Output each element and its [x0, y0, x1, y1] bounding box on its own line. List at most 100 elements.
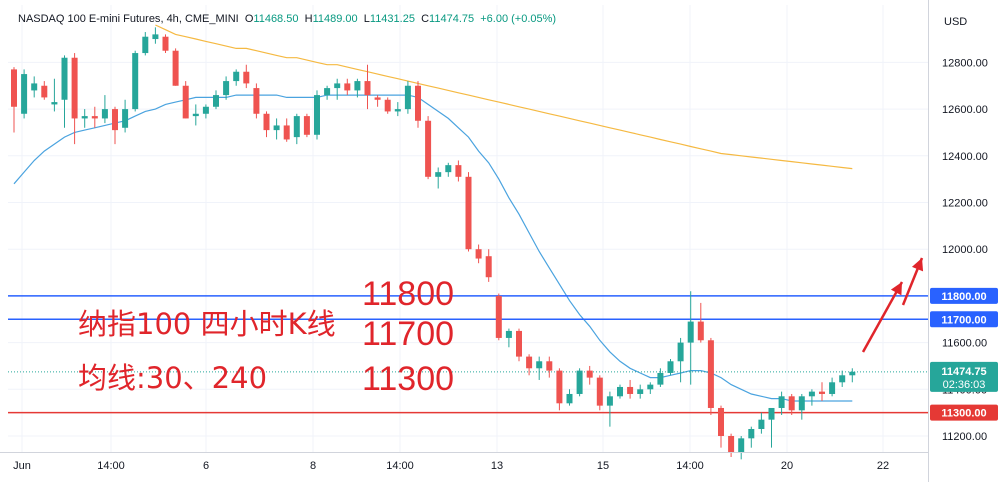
candle[interactable] [192, 104, 199, 126]
candle[interactable] [172, 48, 179, 86]
candle[interactable] [364, 64, 371, 110]
candle[interactable] [576, 368, 583, 397]
candle[interactable] [586, 365, 593, 385]
candle[interactable] [627, 379, 634, 399]
candle[interactable] [546, 356, 553, 378]
candle[interactable] [687, 291, 694, 385]
candle[interactable] [475, 244, 482, 264]
candle[interactable] [41, 81, 48, 100]
candle[interactable] [303, 113, 310, 138]
candle[interactable] [435, 167, 442, 189]
time-tick-label: 8 [310, 460, 316, 472]
candle[interactable] [808, 389, 815, 406]
candle[interactable] [223, 76, 230, 100]
candle-body [384, 99, 391, 112]
candle[interactable] [505, 328, 512, 348]
candle[interactable] [182, 81, 189, 119]
candle[interactable] [132, 50, 139, 112]
candle[interactable] [778, 391, 785, 415]
candle[interactable] [344, 78, 351, 96]
candle-body [465, 176, 472, 250]
candle[interactable] [162, 34, 169, 54]
candle[interactable] [536, 356, 543, 380]
candle[interactable] [455, 160, 462, 182]
candle[interactable] [849, 368, 856, 383]
candle[interactable] [314, 90, 320, 140]
candle[interactable] [11, 67, 17, 133]
candle-body [798, 396, 805, 411]
candle[interactable] [707, 337, 714, 415]
candle[interactable] [142, 32, 149, 56]
candle[interactable] [293, 113, 300, 145]
candle[interactable] [263, 111, 270, 138]
candle[interactable] [606, 391, 613, 427]
candle[interactable] [738, 436, 745, 460]
candle[interactable] [112, 106, 118, 145]
candle[interactable] [798, 393, 805, 420]
candle[interactable] [394, 102, 401, 117]
candle[interactable] [61, 55, 68, 128]
candle[interactable] [556, 368, 563, 411]
candle[interactable] [31, 76, 38, 98]
candle-body [516, 330, 522, 357]
candle[interactable] [415, 81, 421, 128]
candle[interactable] [71, 53, 78, 145]
candle[interactable] [526, 354, 533, 376]
candle[interactable] [677, 337, 684, 383]
candle[interactable] [819, 382, 825, 401]
candle[interactable] [495, 293, 502, 341]
candle[interactable] [202, 104, 209, 119]
candle[interactable] [404, 81, 411, 114]
candles[interactable] [11, 27, 856, 460]
candle[interactable] [324, 85, 331, 100]
candle[interactable] [425, 116, 432, 180]
candle[interactable] [728, 433, 735, 458]
candle[interactable] [354, 78, 361, 98]
candle[interactable] [758, 412, 765, 434]
candle[interactable] [516, 328, 522, 362]
candle[interactable] [768, 407, 775, 448]
candle[interactable] [101, 95, 108, 124]
candle[interactable] [485, 249, 492, 282]
candle[interactable] [273, 118, 280, 140]
candle[interactable] [243, 64, 250, 89]
candle[interactable] [667, 358, 674, 376]
candle[interactable] [647, 382, 654, 394]
candle[interactable] [283, 118, 290, 142]
candle[interactable] [384, 97, 391, 114]
candle[interactable] [253, 83, 260, 119]
candle[interactable] [596, 375, 603, 411]
candle-body [617, 386, 623, 397]
candle[interactable] [213, 90, 219, 110]
candle-body [243, 71, 250, 84]
candle[interactable] [829, 377, 836, 397]
candle-body [334, 83, 341, 89]
candle[interactable] [21, 69, 28, 119]
candle[interactable] [697, 302, 704, 343]
candle[interactable] [334, 78, 341, 100]
candle-body [677, 342, 684, 362]
candle-body [223, 81, 230, 96]
candle[interactable] [637, 384, 644, 399]
symbol-name[interactable]: NASDAQ 100 E-mini Futures [18, 13, 161, 25]
interval[interactable]: 4h [166, 13, 179, 25]
candle[interactable] [91, 106, 98, 128]
candle[interactable] [445, 162, 452, 177]
candle[interactable] [788, 393, 795, 415]
candle[interactable] [152, 27, 159, 44]
candle[interactable] [81, 109, 88, 128]
candle[interactable] [748, 426, 755, 448]
candle[interactable] [51, 78, 58, 112]
candle[interactable] [839, 370, 846, 387]
candle[interactable] [718, 405, 724, 448]
candle[interactable] [122, 99, 129, 133]
candle[interactable] [617, 384, 623, 399]
candle[interactable] [657, 368, 664, 387]
candle[interactable] [374, 95, 381, 107]
candle[interactable] [465, 172, 472, 252]
candle-body [273, 125, 280, 131]
candle[interactable] [233, 69, 240, 86]
candle[interactable] [566, 389, 573, 406]
